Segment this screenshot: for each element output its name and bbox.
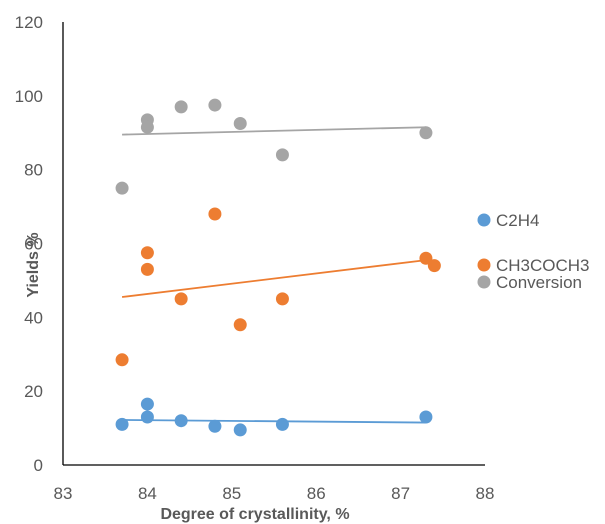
x-tick-label: 85 [222, 484, 241, 503]
y-tick-label: 0 [34, 456, 43, 475]
x-tick-labels: 83 84 85 86 87 88 [54, 484, 495, 503]
legend-marker-ch3coch3 [477, 258, 491, 272]
data-point-c2h4 [419, 410, 433, 424]
plot-area [115, 98, 441, 437]
trendline-c2h4 [122, 419, 426, 424]
data-point-ch3coch3 [208, 207, 222, 221]
y-tick-labels: 0 20 40 60 80 100 120 [15, 13, 43, 475]
data-point-ch3coch3 [427, 259, 441, 273]
legend-item-ch3coch3: CH3COCH3 [477, 256, 590, 275]
data-point-ch3coch3 [140, 246, 154, 260]
x-tick-label: 88 [476, 484, 495, 503]
x-tick-label: 83 [54, 484, 73, 503]
data-point-ch3coch3 [419, 251, 433, 265]
y-tick-label: 100 [15, 87, 43, 106]
data-point-conversion [115, 181, 129, 195]
data-point-c2h4 [275, 417, 289, 431]
data-point-ch3coch3 [115, 353, 129, 367]
data-point-c2h4 [115, 417, 129, 431]
data-point-ch3coch3 [140, 262, 154, 276]
data-point-conversion [174, 100, 188, 114]
axes [62, 22, 485, 466]
legend-label-conversion: Conversion [496, 273, 582, 292]
data-point-conversion [275, 148, 289, 162]
trendline-conversion [122, 126, 426, 136]
y-axis-title: Yields % [25, 232, 42, 297]
legend-item-conversion: Conversion [477, 273, 582, 292]
data-point-ch3coch3 [233, 318, 247, 332]
data-point-conversion [140, 120, 154, 134]
x-tick-label: 87 [391, 484, 410, 503]
trendline-ch3coch3 [121, 259, 427, 298]
legend-marker-c2h4 [477, 213, 491, 227]
y-tick-label: 80 [24, 161, 43, 180]
data-point-conversion [233, 117, 247, 131]
legend-label-c2h4: C2H4 [496, 211, 539, 230]
legend-marker-conversion [477, 275, 491, 289]
data-point-c2h4 [208, 419, 222, 433]
x-tick-label: 86 [307, 484, 326, 503]
data-point-conversion [208, 98, 222, 112]
y-tick-label: 60 [24, 235, 43, 254]
data-point-c2h4 [233, 423, 247, 437]
y-tick-label: 120 [15, 13, 43, 32]
x-axis-title: Degree of crystallinity, % [160, 506, 349, 523]
data-point-c2h4 [174, 414, 188, 428]
x-tick-label: 84 [138, 484, 157, 503]
data-point-ch3coch3 [275, 292, 289, 306]
y-tick-label: 40 [24, 308, 43, 327]
data-point-conversion [419, 126, 433, 140]
y-tick-label: 20 [24, 382, 43, 401]
legend-item-c2h4: C2H4 [477, 211, 539, 230]
legend-label-ch3coch3: CH3COCH3 [496, 256, 590, 275]
data-point-c2h4 [140, 410, 154, 424]
data-point-c2h4 [140, 397, 154, 411]
data-point-ch3coch3 [174, 292, 188, 306]
